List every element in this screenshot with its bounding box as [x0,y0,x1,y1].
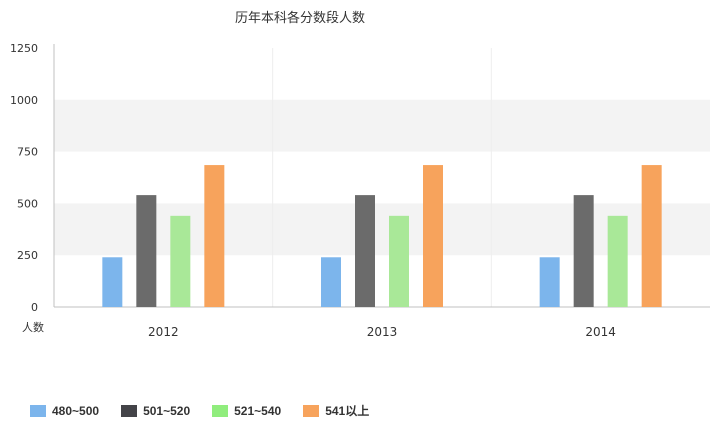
chart-title: 历年本科各分数段人数 [235,10,365,26]
y-tick-label: 1000 [10,94,38,107]
bar-521~540-2013[interactable] [389,215,409,307]
legend-item[interactable]: 521~540 [212,404,281,418]
legend-item[interactable]: 501~520 [121,404,190,418]
bar-501~520-2014[interactable] [573,195,594,307]
y-tick-label: 1250 [10,42,38,55]
bar-480~500-2013[interactable] [321,257,341,307]
bar-541以上-2014[interactable] [641,165,662,307]
y-tick-label: 250 [17,249,38,262]
legend-swatch [212,404,229,417]
legend-item[interactable]: 480~500 [30,404,99,418]
legend-label: 480~500 [52,403,100,418]
bars [102,165,662,307]
legend-label: 501~520 [143,403,191,418]
legend-label: 541以上 [325,404,370,418]
x-tick-label: 2013 [367,325,398,339]
legend-swatch [303,404,320,417]
plot-bands [54,99,710,256]
bar-501~520-2012[interactable] [136,195,157,307]
category-gridlines [272,48,492,307]
x-tick-label: 2012 [148,325,179,339]
y-tick-label: 500 [17,197,38,210]
bar-480~500-2012[interactable] [102,257,123,307]
y-tick-labels: 0 250 500 750 1000 1250 [10,42,38,314]
legend-swatch [121,404,138,417]
y-tick-label: 750 [17,146,38,159]
y-tick-label: 0 [31,301,38,314]
legend: 480~500 501~520 521~540 541以上 [30,402,391,419]
bar-541以上-2013[interactable] [423,165,443,307]
y-axis-title: 人数 [22,321,44,334]
bar-521~540-2012[interactable] [170,215,191,307]
bar-501~520-2013[interactable] [355,195,375,307]
x-tick-labels: 2012 2013 2014 [148,325,616,339]
bar-541以上-2012[interactable] [204,165,225,307]
bar-480~500-2014[interactable] [539,257,560,307]
x-tick-label: 2014 [585,325,616,339]
legend-swatch [30,404,46,417]
bar-521~540-2014[interactable] [607,215,628,307]
grid-band [54,203,710,256]
grid-band [54,99,710,152]
legend-item[interactable]: 541以上 [303,402,369,419]
legend-label: 521~540 [234,403,282,418]
